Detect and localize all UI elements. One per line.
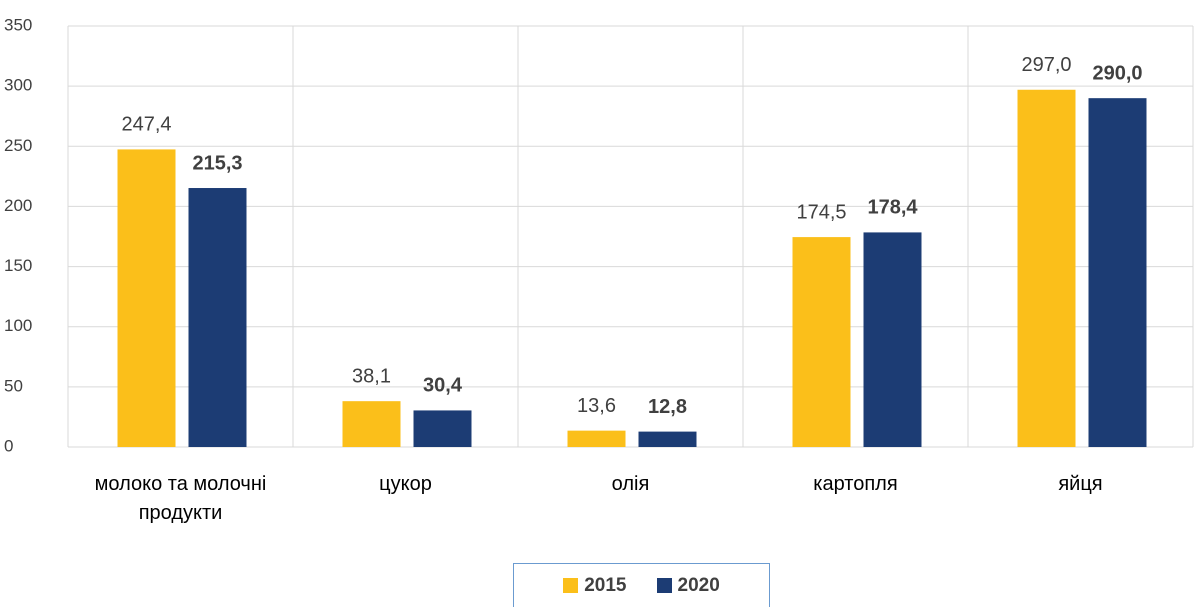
data-label: 247,4 [121,114,171,136]
y-tick-label: 300 [4,76,32,95]
legend-swatch [656,578,672,593]
data-label: 297,0 [1021,54,1071,76]
y-tick-label: 50 [4,376,23,395]
y-tick-label: 350 [4,15,32,34]
data-label: 30,4 [423,375,463,397]
bar [413,410,472,447]
legend-swatch [563,578,579,593]
data-label: 178,4 [867,197,918,219]
x-tick-label: олія [611,473,650,495]
x-tick-label: цукор [379,473,432,495]
y-tick-label: 250 [4,136,32,155]
data-label: 38,1 [352,365,391,387]
data-label: 174,5 [796,201,846,223]
y-tick-label: 150 [4,256,32,275]
x-tick-label: яйця [1058,473,1103,495]
legend-item: 2015 [563,574,627,597]
data-label: 215,3 [192,152,242,174]
bar [117,149,176,447]
legend-label: 2020 [677,574,720,596]
bar [638,431,697,447]
legend: 2015 2020 [513,563,770,607]
x-tick-label: картопля [813,473,898,495]
legend-item: 2020 [656,574,720,597]
data-label: 290,0 [1092,62,1142,84]
y-tick-label: 200 [4,196,32,215]
legend-label: 2015 [584,574,627,596]
x-tick-label: молоко та молочні продукти [94,473,267,524]
bar [792,237,851,447]
bar [188,188,247,448]
bar [1017,89,1076,447]
y-tick-label: 0 [4,436,13,455]
data-label: 13,6 [577,395,616,417]
data-label: 12,8 [648,396,687,418]
bar [342,401,401,447]
chart: 0 50 100 150 200 250 300 350 247,4 215,3 38,1 30,4 1… [4,15,1194,455]
bar [1088,98,1147,448]
bar [567,430,626,447]
bar [863,232,922,447]
y-tick-label: 100 [4,316,32,335]
